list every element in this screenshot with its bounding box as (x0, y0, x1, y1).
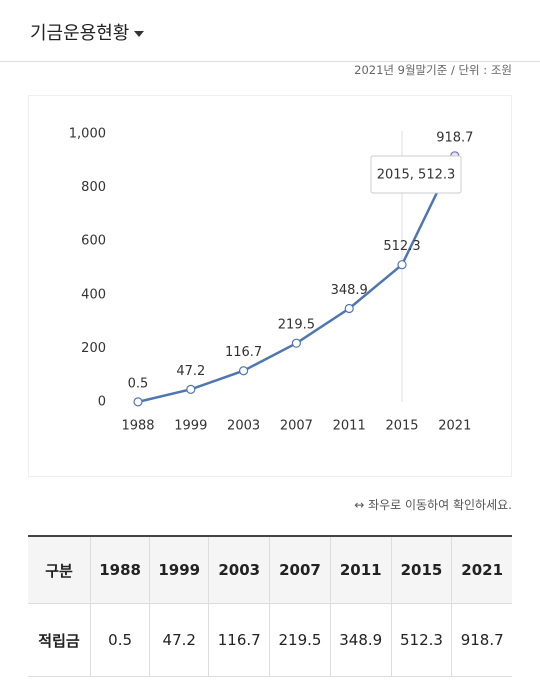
table-row: 구분 1988 1999 2003 2007 2011 2015 2021 (28, 536, 512, 604)
chart: 0 200 400 600 800 1,000 0.5 47.2 116.7 219.5 348.9… (69, 127, 474, 434)
y-tick-label: 200 (81, 341, 106, 356)
y-tick-label: 1,000 (69, 127, 106, 142)
table-cell: 2021 (451, 536, 512, 604)
scroll-hint: ↔ 좌우로 이동하여 확인하세요. (354, 498, 512, 512)
table-cell: 348.9 (329, 603, 392, 677)
y-tick-label: 800 (81, 180, 106, 195)
dropdown-caret (134, 31, 145, 37)
x-tick-label: 1999 (174, 419, 207, 434)
chart-box: 0 200 400 600 800 1,000 0.5 47.2 116.7 219.5 348.9… (28, 95, 512, 477)
table-cell: 2011 (329, 536, 392, 604)
divider (0, 61, 540, 62)
x-tick-label: 1988 (121, 419, 154, 434)
data-label: 512.3 (383, 239, 420, 254)
x-tick-label: 2007 (280, 419, 313, 434)
table-cell: 구분 (28, 536, 91, 604)
y-tick-label: 600 (81, 234, 106, 249)
table-cell: 918.7 (451, 603, 512, 677)
point (133, 397, 143, 407)
x-tick-label: 2021 (438, 419, 471, 434)
data-label: 116.7 (225, 345, 262, 360)
table-cell: 2003 (208, 536, 271, 604)
data-table: 구분 1988 1999 2003 2007 2011 2015 2021 적립금 0.5 47.2… (28, 535, 512, 677)
table-cell: 2015 (390, 536, 453, 604)
x-tick-label: 2011 (333, 419, 366, 434)
table-cell: 116.7 (208, 603, 271, 677)
data-label: 47.2 (176, 364, 205, 379)
tooltip-text: 2015, 512.3 (377, 168, 456, 183)
point (344, 303, 354, 314)
table-cell: 적립금 (28, 603, 91, 677)
x-tick-label: 2003 (227, 419, 260, 434)
section-title[interactable]: 기금운용현황 (30, 19, 145, 45)
table-cell: 1988 (89, 536, 151, 604)
table-cell: 2007 (269, 536, 331, 604)
data-label: 0.5 (128, 376, 149, 391)
unit-note: 2021년 9월말기준 / 단위 : 조원 (354, 63, 512, 77)
data-label: 348.9 (331, 283, 368, 298)
y-tick-label: 0 (98, 395, 106, 410)
tooltip-box (370, 155, 462, 194)
point (186, 384, 196, 394)
table-cell: 47.2 (149, 603, 210, 677)
table-cell: 219.5 (269, 603, 331, 677)
point (239, 366, 249, 376)
y-tick-label: 400 (81, 287, 106, 302)
point (291, 338, 301, 348)
table-cell: 1999 (149, 536, 210, 604)
data-label: 918.7 (436, 130, 473, 145)
title-text: 기금운용현황 (30, 23, 130, 44)
table-cell: 0.5 (89, 603, 151, 677)
data-label: 219.5 (278, 318, 315, 333)
table-cell: 512.3 (390, 603, 453, 677)
point (397, 260, 407, 270)
table-row: 적립금 0.5 47.2 116.7 219.5 348.9 512.3 918.7 (28, 603, 512, 677)
x-tick-label: 2015 (385, 419, 418, 434)
